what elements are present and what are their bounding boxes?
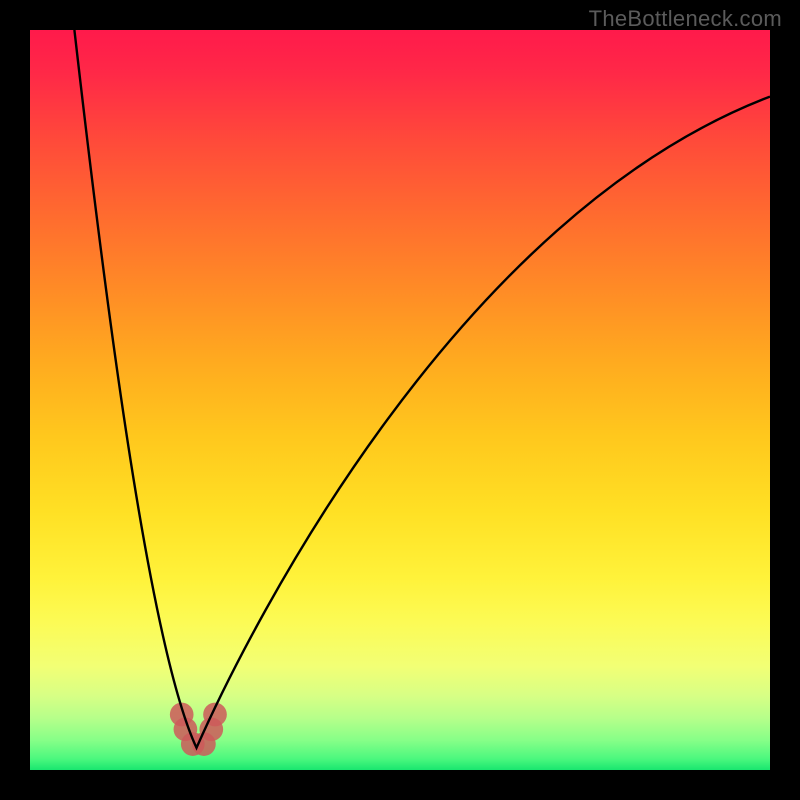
v-curve bbox=[30, 30, 770, 770]
chart-container: TheBottleneck.com bbox=[0, 0, 800, 800]
curve-path bbox=[74, 30, 770, 748]
watermark-text: TheBottleneck.com bbox=[589, 6, 782, 32]
plot-frame bbox=[30, 30, 770, 770]
bottom-markers bbox=[170, 703, 227, 756]
